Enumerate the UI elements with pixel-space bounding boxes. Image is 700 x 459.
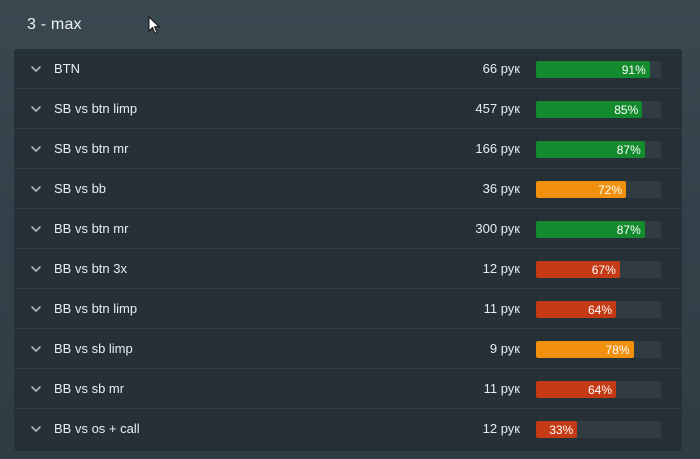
chevron-down-icon[interactable]	[30, 343, 42, 355]
row-count: 9 рук	[489, 341, 520, 356]
row-label: SB vs btn limp	[54, 101, 138, 116]
chevron-down-icon[interactable]	[30, 303, 42, 315]
progress-bar: 85%	[536, 101, 661, 118]
chevron-down-icon[interactable]	[30, 383, 42, 395]
row-count: 457 рук	[475, 101, 520, 116]
progress-fill: 87%	[536, 141, 645, 158]
row-count: 66 рук	[482, 61, 520, 76]
chevron-down-icon[interactable]	[30, 223, 42, 235]
chevron-down-icon[interactable]	[30, 263, 42, 275]
list-item[interactable]: SB vs btn mr 166 рук 87%	[14, 129, 682, 169]
row-count: 12 рук	[482, 421, 520, 436]
progress-fill: 72%	[536, 181, 626, 198]
progress-fill: 64%	[536, 301, 616, 318]
progress-fill: 78%	[536, 341, 634, 358]
chevron-down-icon[interactable]	[30, 423, 42, 435]
list-item[interactable]: BTN 66 рук 91%	[14, 49, 682, 89]
row-label: BB vs os + call	[54, 421, 140, 436]
progress-bar: 72%	[536, 181, 661, 198]
progress-fill: 64%	[536, 381, 616, 398]
row-count: 12 рук	[482, 261, 520, 276]
list-item[interactable]: BB vs sb mr 11 рук 64%	[14, 369, 682, 409]
list-item[interactable]: SB vs btn limp 457 рук 85%	[14, 89, 682, 129]
progress-percent: 33%	[549, 423, 574, 437]
progress-bar: 87%	[536, 141, 661, 158]
row-label: BB vs btn limp	[54, 301, 138, 316]
row-count: 11 рук	[483, 301, 520, 316]
progress-fill: 91%	[536, 61, 650, 78]
progress-percent: 78%	[605, 343, 630, 357]
chevron-down-icon[interactable]	[30, 143, 42, 155]
row-label: BB vs btn 3x	[54, 261, 127, 276]
row-count: 300 рук	[475, 221, 520, 236]
progress-bar: 64%	[536, 301, 661, 318]
list-item[interactable]: BB vs btn 3x 12 рук 67%	[14, 249, 682, 289]
row-count: 36 рук	[482, 181, 520, 196]
stats-panel: BTN 66 рук 91% SB vs btn limp 457 рук 85…	[14, 49, 682, 451]
progress-percent: 87%	[616, 143, 641, 157]
progress-fill: 87%	[536, 221, 645, 238]
progress-percent: 64%	[587, 303, 612, 317]
progress-bar: 33%	[536, 421, 661, 438]
progress-fill: 33%	[536, 421, 578, 438]
progress-bar: 87%	[536, 221, 661, 238]
row-label: BB vs btn mr	[54, 221, 129, 236]
list-item[interactable]: BB vs sb limp 9 рук 78%	[14, 329, 682, 369]
row-label: SB vs btn mr	[54, 141, 129, 156]
progress-percent: 72%	[597, 183, 622, 197]
list-item[interactable]: SB vs bb 36 рук 72%	[14, 169, 682, 209]
progress-bar: 67%	[536, 261, 661, 278]
row-label: BTN	[54, 61, 80, 76]
progress-bar: 91%	[536, 61, 661, 78]
progress-percent: 85%	[614, 103, 639, 117]
progress-bar: 78%	[536, 341, 661, 358]
chevron-down-icon[interactable]	[30, 183, 42, 195]
progress-percent: 67%	[591, 263, 616, 277]
progress-percent: 64%	[587, 383, 612, 397]
mouse-pointer-icon	[148, 16, 161, 35]
section-title: 3 - max	[27, 16, 82, 33]
chevron-down-icon[interactable]	[30, 63, 42, 75]
row-label: BB vs sb mr	[54, 381, 125, 396]
chevron-down-icon[interactable]	[30, 103, 42, 115]
row-label: BB vs sb limp	[54, 341, 133, 356]
list-item[interactable]: BB vs btn mr 300 рук 87%	[14, 209, 682, 249]
progress-percent: 91%	[621, 63, 646, 77]
row-count: 166 рук	[475, 141, 520, 156]
list-item[interactable]: BB vs btn limp 11 рук 64%	[14, 289, 682, 329]
progress-fill: 67%	[536, 261, 620, 278]
progress-bar: 64%	[536, 381, 661, 398]
list-item[interactable]: BB vs os + call 12 рук 33%	[14, 409, 682, 449]
progress-fill: 85%	[536, 101, 643, 118]
progress-percent: 87%	[616, 223, 641, 237]
row-label: SB vs bb	[54, 181, 107, 196]
row-count: 11 рук	[483, 381, 520, 396]
